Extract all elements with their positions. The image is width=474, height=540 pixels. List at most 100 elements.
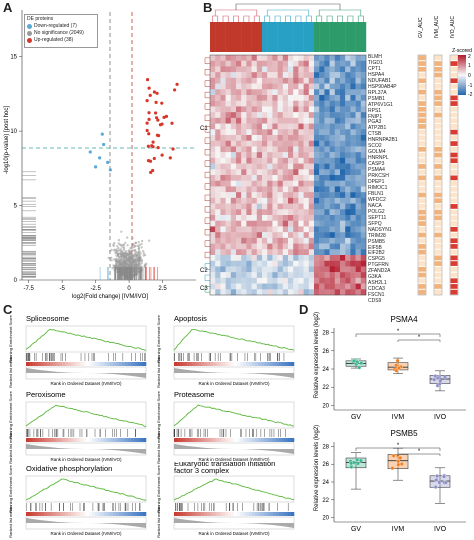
volcano-point-ns <box>133 254 136 258</box>
heatmap-cell <box>236 135 242 141</box>
heatmap-cell <box>277 89 283 96</box>
heatmap-cell <box>350 260 356 267</box>
heatmap-cell <box>293 60 299 67</box>
auc-cell <box>418 181 426 186</box>
rank-gradient-cell <box>261 362 265 366</box>
gene-label: FBLN1 <box>368 190 384 197</box>
heatmap-cell <box>241 266 247 273</box>
heatmap-cell <box>267 72 273 79</box>
heatmap-cell <box>314 72 320 79</box>
volcano-point-ns <box>140 239 144 243</box>
heatmap-cell <box>282 135 289 141</box>
heatmap-cell <box>345 260 351 267</box>
rank-gradient-cell <box>222 362 226 366</box>
heatmap-cell <box>350 66 356 73</box>
heatmap-cell <box>329 55 335 61</box>
heatmap-cell <box>345 232 351 239</box>
heatmap-cell <box>246 249 252 256</box>
heatmap-cell <box>308 192 315 199</box>
heatmap-cell <box>272 55 278 61</box>
rank-gradient-cell <box>249 438 253 442</box>
heatmap-cell <box>308 163 315 170</box>
heatmap-cell <box>246 60 252 67</box>
rank-gradient-cell <box>131 512 135 516</box>
rank-gradient-cell <box>252 512 256 516</box>
legend-title: DE proteins <box>27 16 54 22</box>
heatmap-cell <box>282 89 289 96</box>
heatmap-cell <box>272 192 278 199</box>
heatmap-cell <box>293 289 299 296</box>
rank-gradient-cell <box>107 512 111 516</box>
rank-gradient-cell <box>140 512 144 516</box>
heatmap-cell <box>355 180 361 187</box>
heatmap-cell <box>293 117 299 124</box>
heatmap-cell <box>360 60 367 67</box>
heatmap-cell <box>350 77 356 84</box>
heatmap-cell <box>319 157 325 164</box>
heatmap-cell <box>267 192 273 199</box>
legend-swatch-down <box>27 24 32 29</box>
heatmap-cell <box>282 283 289 290</box>
heatmap-cell <box>277 55 283 61</box>
box-point <box>435 474 440 478</box>
rank-gradient-cell <box>255 512 259 516</box>
heatmap-cell <box>267 186 273 193</box>
heatmap-cell <box>334 77 341 84</box>
heatmap-cell <box>324 186 330 193</box>
heatmap-cell <box>251 140 257 147</box>
heatmap-cell <box>314 232 320 239</box>
rank-gradient-cell <box>210 438 214 442</box>
volcano-point-ns <box>122 243 126 247</box>
group-bar-cell <box>230 22 237 52</box>
rank-gradient-cell <box>83 512 87 516</box>
heatmap-cell <box>314 226 320 233</box>
heatmap-cell <box>210 232 216 239</box>
gsea-rank-label: Ranked list metric <box>156 356 161 388</box>
heatmap-cell <box>298 272 304 279</box>
rank-gradient-cell <box>101 512 105 516</box>
volcano-point-ns <box>112 244 115 248</box>
heatmap-cell <box>272 140 278 147</box>
gene-label: G3KA <box>368 274 382 281</box>
rank-gradient-cell <box>285 512 289 516</box>
heatmap-cell <box>308 95 315 101</box>
heatmap-cell <box>303 260 309 267</box>
heatmap-cell <box>272 66 278 73</box>
heatmap-cell <box>220 140 226 147</box>
rank-gradient-cell <box>29 512 33 516</box>
heatmap-cell <box>282 106 289 113</box>
volcano-point-up <box>175 82 179 86</box>
heatmap-cell <box>220 152 226 159</box>
rank-gradient-cell <box>92 512 96 516</box>
heatmap-cell <box>256 123 263 130</box>
heatmap-cell <box>324 163 330 170</box>
group-bar-cell <box>329 22 335 52</box>
heatmap-cell <box>220 226 226 233</box>
column-dendro-branch <box>214 9 258 16</box>
heatmap-cell <box>293 157 299 164</box>
heatmap-cell <box>267 106 273 113</box>
heatmap-cell <box>272 215 278 221</box>
heatmap-cell <box>355 192 361 199</box>
heatmap-cell <box>334 163 341 170</box>
heatmap-cell <box>355 249 361 256</box>
heatmap-cell <box>277 232 283 239</box>
auc-cell <box>450 61 458 66</box>
rank-gradient-cell <box>252 362 256 366</box>
rank-gradient-cell <box>59 362 63 366</box>
volcano-point-ns <box>115 254 118 257</box>
rank-gradient-cell <box>207 362 211 366</box>
rank-gradient-cell <box>237 362 241 366</box>
heatmap-cell <box>355 129 361 136</box>
heatmap-cell <box>314 249 320 256</box>
heatmap-cell <box>282 60 289 67</box>
box-group-label: IVO <box>434 414 447 421</box>
heatmap-cell <box>277 192 283 199</box>
heatmap-cell <box>355 209 361 216</box>
heatmap-cell <box>288 83 294 90</box>
volcano-point-ns <box>115 250 119 253</box>
heatmap-cell <box>241 163 247 170</box>
gene-label: PSMA4 <box>368 167 385 174</box>
heatmap-cell <box>350 232 356 239</box>
heatmap-cell <box>256 135 263 141</box>
